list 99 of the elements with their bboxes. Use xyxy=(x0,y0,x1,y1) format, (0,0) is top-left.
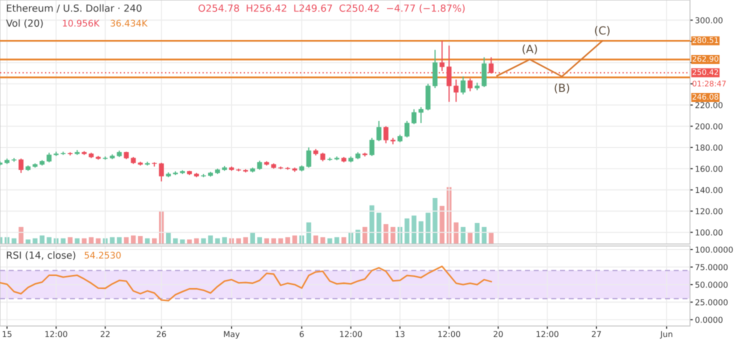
bar xyxy=(468,232,473,244)
x-tick-label: 12:00 xyxy=(536,331,558,338)
bar xyxy=(116,237,122,244)
bar xyxy=(124,237,129,244)
chart-title: Ethereum / U.S. Dollar · 240 xyxy=(6,4,142,13)
bar xyxy=(460,226,466,244)
y-tick-label: 300.00 xyxy=(695,17,723,24)
bar xyxy=(257,237,262,244)
candlestick xyxy=(426,83,430,111)
candlestick xyxy=(158,162,164,182)
annotation: 54.2530 xyxy=(84,252,121,259)
y-tick-label: 200.00 xyxy=(695,123,723,130)
bar xyxy=(166,232,171,244)
y-tick-label: 50.0000 xyxy=(695,282,728,288)
bar xyxy=(320,237,326,244)
bar xyxy=(110,237,115,244)
bar xyxy=(46,237,52,244)
bar xyxy=(187,239,192,244)
bar xyxy=(243,237,248,244)
bar xyxy=(194,238,199,244)
bar xyxy=(88,237,94,244)
bar xyxy=(355,230,360,244)
candlestick xyxy=(383,126,388,144)
bar xyxy=(426,212,430,244)
bar xyxy=(32,238,38,244)
bar xyxy=(26,239,30,244)
candlestick xyxy=(257,160,262,170)
bar xyxy=(180,239,185,244)
candlestick xyxy=(376,120,382,142)
bar xyxy=(404,218,410,244)
x-tick-label: 26 xyxy=(156,331,166,338)
bar xyxy=(18,226,24,244)
x-tick-label: May xyxy=(224,331,240,339)
x-tick-label: 12:00 xyxy=(340,331,362,338)
bar xyxy=(215,238,220,244)
bar xyxy=(208,235,213,244)
bar xyxy=(12,238,16,244)
candlestick xyxy=(432,49,438,89)
bar xyxy=(250,232,255,244)
y-tick-label: 220.00 xyxy=(695,102,723,108)
bar xyxy=(362,226,368,244)
line-series xyxy=(0,266,492,302)
y-tick-label: 140.00 xyxy=(696,186,723,194)
chart-subtitle: O254.78 H256.42 L249.67 C250.42 −4.77 (−1.87%) xyxy=(198,4,465,13)
x-tick-label: 27 xyxy=(592,331,601,337)
y-tick-label: 0.0000 xyxy=(695,316,723,323)
x-tick-label: 6 xyxy=(300,331,304,338)
bar xyxy=(285,237,290,244)
x-tick-label: 13 xyxy=(396,331,404,338)
candlestick xyxy=(440,40,445,72)
x-tick-label: Jun xyxy=(660,331,672,339)
bar xyxy=(173,238,178,244)
candlestick xyxy=(482,56,487,88)
x-tick-label: 22 xyxy=(100,331,110,337)
bar xyxy=(152,238,157,244)
candlestick xyxy=(18,158,24,174)
y-tick-label: 100.00 xyxy=(696,229,723,236)
chart-title: Vol (20) xyxy=(6,19,43,28)
candlestick xyxy=(468,78,473,92)
candlestick xyxy=(418,106,424,124)
candlestick xyxy=(412,108,416,125)
bar xyxy=(236,238,241,244)
y-tick-label: 100.0000 xyxy=(696,246,733,253)
y-tick-label: 120.00 xyxy=(696,208,723,214)
annotation: (A) xyxy=(522,44,537,54)
y-tick-label: 180.00 xyxy=(696,144,723,151)
bar xyxy=(384,224,388,244)
bar xyxy=(341,237,346,244)
bar xyxy=(40,235,44,244)
bar xyxy=(201,238,206,244)
x-tick-label: 12:00 xyxy=(45,331,68,338)
bar xyxy=(432,198,438,244)
bar xyxy=(334,237,340,244)
chart-title: RSI (14, close) xyxy=(6,251,76,260)
bar xyxy=(412,216,416,244)
x-tick-label: 20 xyxy=(494,331,503,338)
bar xyxy=(418,221,424,244)
y-tick-label: 160.00 xyxy=(696,166,723,172)
candlestick xyxy=(460,76,466,95)
bar xyxy=(222,237,227,244)
y-tick-label: 25.0000 xyxy=(695,299,728,306)
y-tick-label: 75.0000 xyxy=(696,264,728,270)
bar xyxy=(68,237,73,244)
candlestick xyxy=(404,120,410,138)
candlestick xyxy=(369,137,374,157)
bar xyxy=(390,226,396,244)
candlestick xyxy=(454,79,459,102)
x-tick-label: 15 xyxy=(2,331,12,338)
bar xyxy=(440,206,444,244)
candlestick xyxy=(446,45,452,102)
bar xyxy=(370,205,374,244)
annotation: (B) xyxy=(554,83,570,94)
x-tick-label: 12:00 xyxy=(438,331,460,338)
bar xyxy=(376,212,382,244)
annotation: 10.956K xyxy=(62,20,100,27)
annotation: (C) xyxy=(595,26,610,36)
annotation: 36.434K xyxy=(110,20,148,27)
bar xyxy=(454,222,458,244)
candlestick xyxy=(46,152,52,163)
